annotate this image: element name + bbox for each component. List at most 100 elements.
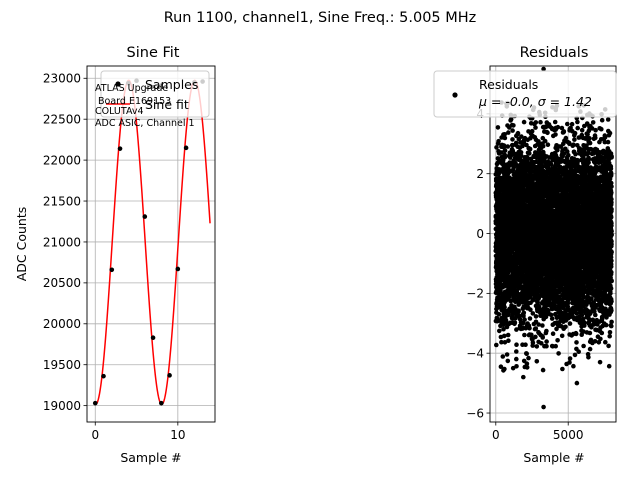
residual-point <box>544 344 549 349</box>
residual-point <box>510 137 515 142</box>
residual-point <box>525 365 530 370</box>
residual-point <box>514 342 519 347</box>
residual-point <box>514 357 519 362</box>
residual-point <box>556 351 561 356</box>
residual-point <box>546 142 551 147</box>
residual-point <box>553 132 558 137</box>
residual-point <box>502 334 507 339</box>
residual-point <box>511 123 516 128</box>
residual-point <box>560 367 565 372</box>
residual-point <box>496 139 501 144</box>
residual-point <box>514 349 519 354</box>
0-ytick-label: 19000 <box>43 399 81 413</box>
sample-point <box>101 374 106 379</box>
annotation-line-3: COLUTAv4 <box>95 106 144 117</box>
residual-point <box>510 128 515 133</box>
residual-point <box>516 308 521 313</box>
residual-point <box>506 144 511 149</box>
0-ytick-label: 19500 <box>43 358 81 372</box>
residual-point <box>541 368 546 373</box>
sample-point <box>184 146 189 151</box>
residual-point <box>545 131 550 136</box>
residual-point <box>544 339 549 344</box>
sine-fit-panel: Sine Fit 0 10 19000 19500 20000 20500 21000 215… <box>14 45 215 465</box>
sine-fit-title: Sine Fit <box>127 45 180 61</box>
0-ytick-label: 20500 <box>43 276 81 290</box>
residual-point <box>541 144 546 149</box>
residual-point <box>550 316 555 321</box>
residual-point <box>526 356 531 361</box>
residual-point <box>516 131 521 136</box>
residual-point <box>495 319 500 324</box>
residual-point <box>494 343 499 348</box>
residual-point <box>502 367 507 372</box>
residual-point <box>503 148 508 153</box>
residual-point <box>506 333 511 338</box>
residual-point <box>503 136 508 141</box>
residual-point <box>540 323 545 328</box>
residuals-points <box>494 67 614 410</box>
sample-point <box>176 267 181 272</box>
0-xtick-label: 10 <box>170 428 185 442</box>
residual-point <box>535 359 540 364</box>
residual-point <box>533 125 538 130</box>
residual-point <box>530 129 535 134</box>
residual-point <box>523 342 528 347</box>
residual-point <box>506 338 511 343</box>
residual-point <box>538 120 543 125</box>
0-ytick-label: 23000 <box>43 72 81 86</box>
residual-point <box>534 326 539 331</box>
residual-point <box>528 316 533 321</box>
sample-point <box>143 214 148 219</box>
residual-point <box>540 335 545 340</box>
residual-point <box>562 130 567 135</box>
residual-point <box>551 331 556 336</box>
residual-point <box>524 351 529 356</box>
residual-point <box>501 354 506 359</box>
residual-point <box>513 320 518 325</box>
sample-point <box>93 401 98 406</box>
residual-point <box>506 130 511 135</box>
figure-suptitle: Run 1100, channel1, Sine Freq.: 5.005 MH… <box>164 10 477 26</box>
sine-fit-ylabel: ADC Counts <box>14 207 29 282</box>
residual-point <box>506 359 511 364</box>
residual-point <box>527 326 532 331</box>
residual-point <box>505 352 510 357</box>
residual-point <box>544 329 549 334</box>
residual-point <box>509 117 514 122</box>
residual-point <box>531 341 536 346</box>
annotation-line-4: ADC ASIC, Channel 1 <box>95 118 195 129</box>
sine-fit-xlabel: Sample # <box>120 450 181 465</box>
residual-point <box>496 125 501 130</box>
residual-point <box>527 151 532 156</box>
residuals-title: Residuals <box>520 45 589 61</box>
residual-point <box>556 125 561 130</box>
sample-point <box>151 335 156 340</box>
residual-point <box>503 155 508 160</box>
sample-point <box>118 146 123 151</box>
residual-point <box>522 317 527 322</box>
residual-point <box>555 338 560 343</box>
residual-point <box>522 311 527 316</box>
residual-point <box>497 312 502 317</box>
0-ytick-label: 21500 <box>43 194 81 208</box>
residual-point <box>533 335 538 340</box>
residual-point <box>560 334 565 339</box>
0-ytick-label: 21000 <box>43 235 81 249</box>
residual-point <box>528 147 533 152</box>
0-ytick-label: 20000 <box>43 317 81 331</box>
residual-point <box>534 120 539 125</box>
0-ytick-label: 22500 <box>43 112 81 126</box>
sample-point <box>109 267 114 272</box>
residual-point <box>553 344 558 349</box>
0-xtick-label: 0 <box>91 428 99 442</box>
sample-point <box>167 373 172 378</box>
residual-point <box>535 300 540 305</box>
sample-point <box>159 401 164 406</box>
residual-point <box>497 329 502 334</box>
annotation-line-1: ATLAS Upgrade <box>95 83 168 94</box>
residual-point <box>534 314 539 319</box>
residual-point <box>522 120 527 125</box>
